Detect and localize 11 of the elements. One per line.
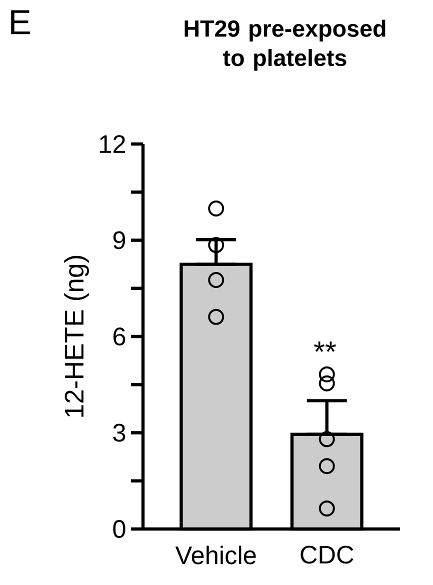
chart-title: HT29 pre-exposed to platelets bbox=[184, 20, 386, 71]
y-tick-label: 12 bbox=[100, 135, 126, 153]
x-tick-label: Vehicle bbox=[175, 546, 256, 564]
y-tick-label: 9 bbox=[113, 231, 126, 250]
y-tick-label: 0 bbox=[113, 520, 126, 538]
y-tick-label: 3 bbox=[113, 424, 126, 442]
text: E bbox=[11, 10, 30, 34]
x-tick-label: CDC bbox=[300, 546, 354, 564]
y-axis-title: 12-HETE (ng) bbox=[64, 256, 89, 417]
y-tick-label: 6 bbox=[113, 328, 126, 346]
annotation: ** bbox=[314, 342, 336, 352]
